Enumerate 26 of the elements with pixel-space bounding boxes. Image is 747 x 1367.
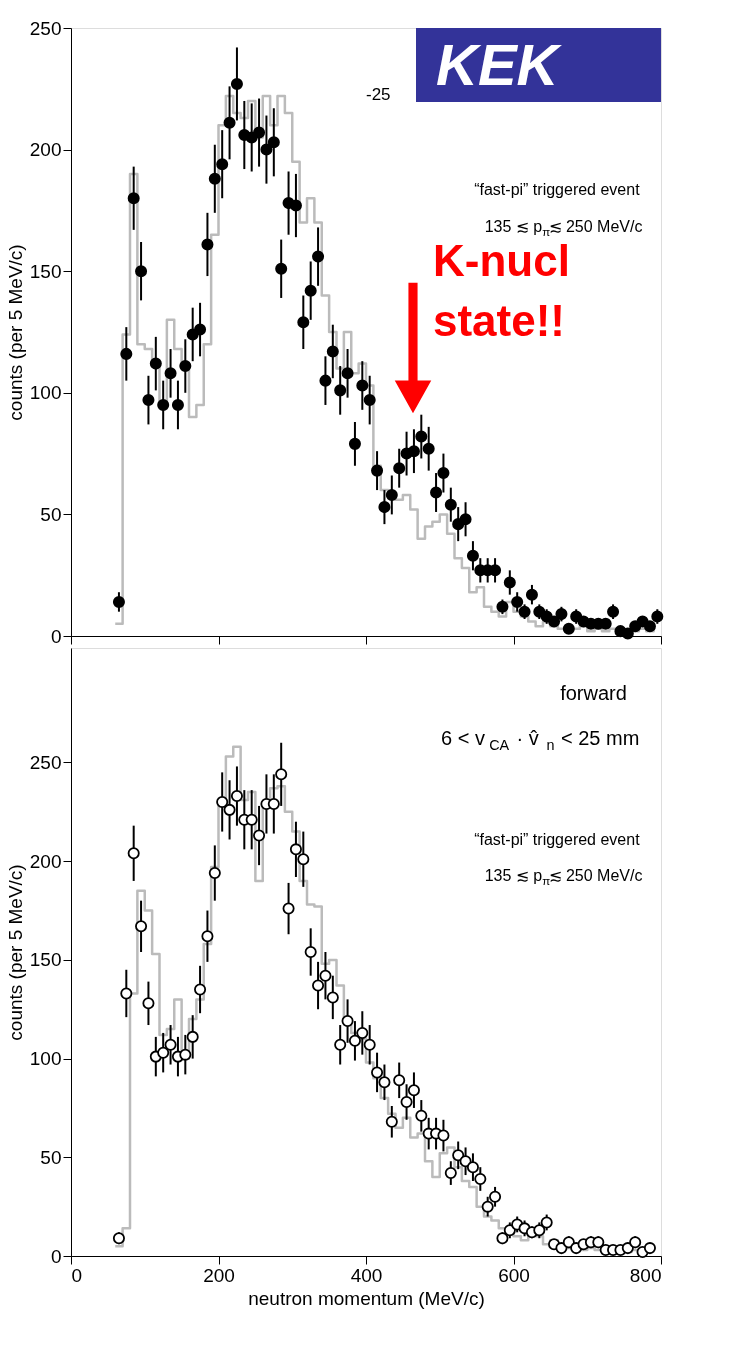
y-tick-label: 250 <box>29 17 62 39</box>
annotation: “fast-pi” triggered event <box>474 831 641 848</box>
y-tick-label: 150 <box>29 949 62 971</box>
annotation: K-nucl state!! <box>433 236 570 345</box>
y-tick-label: 100 <box>29 382 62 404</box>
annotation: -25 <box>366 85 391 104</box>
annotation: “fast-pi” triggered event <box>474 181 641 198</box>
y-tick-label: 100 <box>29 1048 62 1070</box>
x-tick-label: 600 <box>498 1264 530 1286</box>
x-tick-label: 400 <box>350 1264 383 1286</box>
y-tick-label: 0 <box>50 1245 62 1267</box>
x-tick-label: 200 <box>203 1264 235 1286</box>
y-tick-label: 0 <box>50 625 62 647</box>
annotation: forward <box>560 682 627 704</box>
x-tick-label: 0 <box>71 1264 83 1286</box>
y-tick-label: 50 <box>40 503 62 525</box>
x-tick-label: 800 <box>629 1264 662 1286</box>
y-axis-title: counts (per 5 MeV/c) <box>4 864 26 1041</box>
y-tick-label: 200 <box>29 139 62 161</box>
x-axis-title: neutron momentum (MeV/c) <box>248 1287 485 1309</box>
y-tick-label: 200 <box>29 850 62 872</box>
y-tick-label: 50 <box>40 1146 62 1168</box>
annotation: KEK <box>436 32 563 97</box>
y-tick-label: 250 <box>29 751 62 773</box>
y-axis-title: counts (per 5 MeV/c) <box>4 244 26 421</box>
y-tick-label: 150 <box>29 260 62 282</box>
